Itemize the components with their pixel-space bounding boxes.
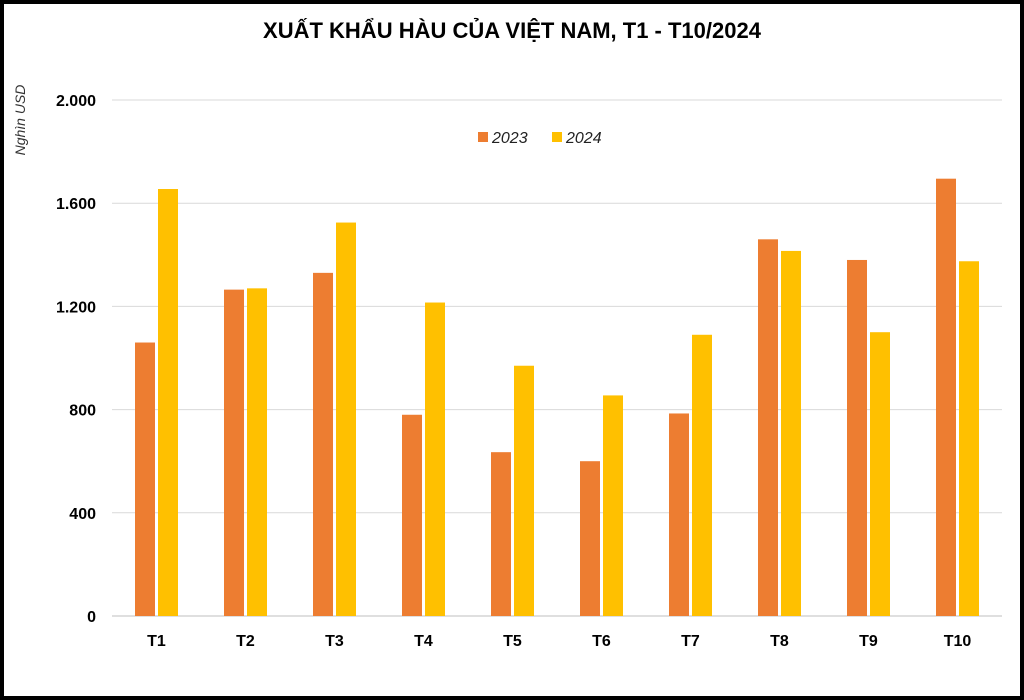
bar-2023-T2 bbox=[224, 289, 244, 616]
y-tick-label: 2.000 bbox=[56, 93, 96, 110]
bar-2023-T9 bbox=[847, 259, 867, 616]
bar-2023-T8 bbox=[758, 239, 778, 616]
bar-2023-T4 bbox=[402, 414, 422, 616]
x-tick-label: T2 bbox=[236, 633, 255, 650]
bar-2023-T1 bbox=[135, 342, 155, 616]
bar-2024-T5 bbox=[514, 365, 534, 616]
bar-2023-T10 bbox=[936, 178, 956, 616]
legend-label-2024: 2024 bbox=[565, 130, 602, 147]
chart-frame: XUẤT KHẨU HÀU CỦA VIỆT NAM, T1 - T10/202… bbox=[4, 4, 1020, 696]
bar-2024-T6 bbox=[603, 395, 623, 616]
bar-2024-T4 bbox=[425, 302, 445, 616]
legend: 2023 2024 bbox=[478, 130, 602, 147]
chart-title: XUẤT KHẨU HÀU CỦA VIỆT NAM, T1 - T10/202… bbox=[263, 18, 762, 43]
x-tick-label: T9 bbox=[859, 633, 878, 650]
bar-2024-T7 bbox=[692, 334, 712, 616]
x-tick-labels: T1 T2 T3 T4 T5 T6 T7 T8 T9 T10 bbox=[147, 633, 971, 650]
x-tick-label: T4 bbox=[414, 633, 433, 650]
bar-2023-T7 bbox=[669, 413, 689, 616]
x-tick-label: T3 bbox=[325, 633, 344, 650]
x-tick-label: T7 bbox=[681, 633, 700, 650]
bar-2024-T3 bbox=[336, 222, 356, 617]
y-tick-label: 0 bbox=[87, 609, 96, 626]
x-tick-label: T10 bbox=[944, 633, 972, 650]
legend-swatch-2024 bbox=[552, 132, 562, 142]
bar-2023-T3 bbox=[313, 272, 333, 616]
x-tick-label: T8 bbox=[770, 633, 789, 650]
bar-2024-T1 bbox=[158, 189, 178, 616]
bar-2024-T9 bbox=[870, 332, 890, 616]
y-tick-labels: 0 400 800 1.200 1.600 2.000 bbox=[56, 93, 96, 626]
bars bbox=[135, 178, 979, 617]
y-tick-label: 800 bbox=[69, 403, 96, 420]
bar-2024-T8 bbox=[781, 250, 801, 616]
x-tick-label: T1 bbox=[147, 633, 166, 650]
legend-label-2023: 2023 bbox=[491, 130, 528, 147]
bar-chart: XUẤT KHẨU HÀU CỦA VIỆT NAM, T1 - T10/202… bbox=[12, 18, 1002, 650]
y-axis-label: Nghìn USD bbox=[12, 85, 28, 156]
bar-2024-T10 bbox=[959, 261, 979, 616]
bar-2023-T5 bbox=[491, 452, 511, 616]
y-tick-label: 400 bbox=[69, 506, 96, 523]
x-tick-label: T5 bbox=[503, 633, 522, 650]
x-tick-label: T6 bbox=[592, 633, 611, 650]
gridlines bbox=[112, 99, 1002, 617]
legend-swatch-2023 bbox=[478, 132, 488, 142]
y-tick-label: 1.600 bbox=[56, 196, 96, 213]
bar-2023-T6 bbox=[580, 461, 600, 616]
y-tick-label: 1.200 bbox=[56, 299, 96, 316]
bar-2024-T2 bbox=[247, 288, 267, 616]
